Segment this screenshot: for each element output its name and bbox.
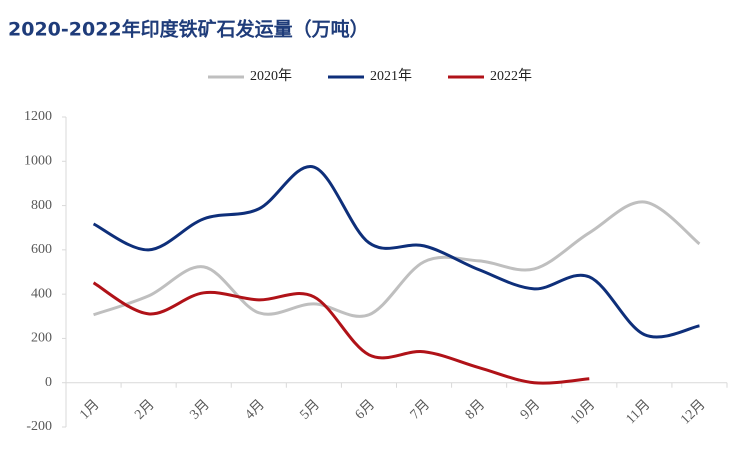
x-tick-label: 9月 (517, 397, 543, 423)
legend-label: 2022年 (490, 68, 532, 84)
y-tick-label: 1000 (24, 154, 52, 169)
legend-label: 2020年 (250, 68, 292, 84)
x-tick-label: 12月 (677, 397, 708, 428)
y-tick-label: 200 (31, 331, 52, 346)
y-tick-label: -200 (26, 419, 52, 434)
y-tick-label: 600 (31, 242, 52, 257)
y-tick-label: 800 (31, 198, 52, 213)
x-tick-label: 6月 (352, 397, 378, 423)
x-tick-label: 10月 (567, 397, 598, 428)
y-tick-label: 400 (31, 286, 52, 301)
y-tick-label: 0 (45, 375, 52, 390)
x-tick-label: 1月 (76, 397, 102, 423)
series-line (92, 165, 700, 339)
y-tick-label: 1200 (24, 109, 52, 124)
series-line (92, 281, 590, 385)
x-tick-label: 7月 (407, 397, 433, 423)
x-tick-label: 2月 (132, 397, 158, 423)
series-line (93, 200, 701, 318)
x-tick-label: 8月 (462, 397, 488, 423)
x-tick-label: 3月 (187, 397, 213, 423)
chart-title: 2020-2022年印度铁矿石发运量（万吨） (8, 18, 369, 41)
x-tick-label: 4月 (242, 397, 268, 423)
x-tick-label: 11月 (623, 397, 654, 428)
x-tick-label: 5月 (297, 397, 323, 423)
legend-label: 2021年 (370, 68, 412, 84)
